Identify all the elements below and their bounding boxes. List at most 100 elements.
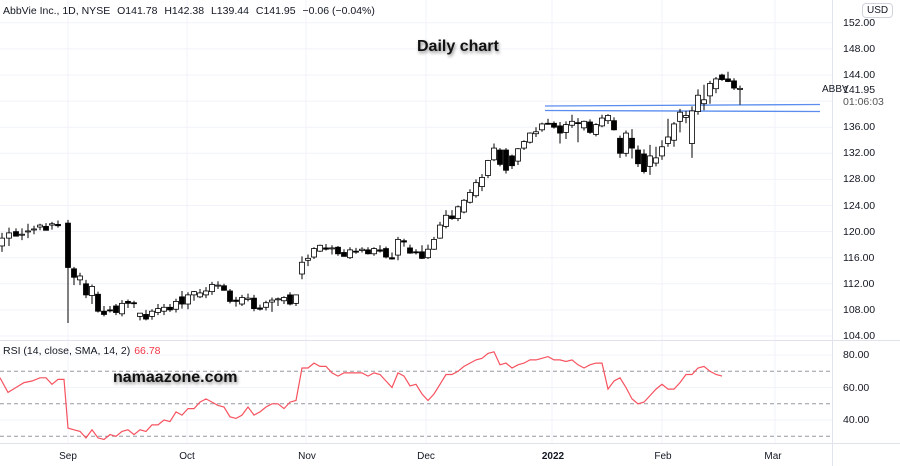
time-tick-label: Feb [654, 451, 672, 462]
candle [233, 296, 239, 307]
candle [341, 249, 347, 257]
rsi-value: 66.78 [134, 345, 161, 357]
price-tick-label: 124.00 [843, 199, 876, 212]
time-tick-label: Oct [179, 451, 195, 462]
low-value: L139.44 [210, 5, 249, 17]
candle [467, 189, 473, 204]
candle [569, 114, 575, 128]
candle [25, 223, 31, 239]
candle [473, 179, 479, 198]
candle [665, 118, 671, 147]
price-tick-label: 152.00 [843, 16, 876, 29]
candle [149, 309, 155, 320]
candlestick-series [0, 71, 743, 323]
candle [125, 299, 131, 308]
candle [647, 144, 653, 175]
rsi-line [0, 351, 723, 441]
support-resistance-lines[interactable] [544, 103, 821, 113]
candle [737, 85, 743, 105]
candle [37, 223, 43, 231]
candle [497, 148, 503, 167]
candle [31, 225, 37, 235]
price-tick-label: 128.00 [843, 173, 876, 186]
candle [725, 71, 731, 83]
candle [581, 120, 587, 131]
candle [167, 304, 173, 312]
candle [437, 221, 443, 239]
candle [671, 121, 677, 147]
candle [611, 117, 617, 131]
candle [173, 298, 179, 313]
candle [533, 127, 539, 137]
candle [635, 145, 641, 168]
candle [131, 300, 137, 308]
candle [707, 80, 713, 104]
candle [419, 245, 425, 260]
candle [599, 114, 605, 128]
last-price-label: 141.95 [843, 84, 876, 96]
candle [65, 219, 71, 323]
candle [311, 247, 317, 260]
candle [731, 78, 737, 91]
candle [365, 247, 371, 255]
candle [425, 244, 431, 260]
candle [299, 256, 305, 280]
candle [545, 118, 551, 125]
rsi-tick-label: 60.00 [843, 381, 870, 394]
price-tick-label: 112.00 [843, 277, 875, 290]
symbol-name: AbbVie Inc., 1D, NYSE [3, 5, 111, 17]
rsi-tick-label: 80.00 [843, 349, 870, 361]
candle [257, 304, 263, 311]
candle [71, 266, 77, 286]
currency-button[interactable]: USD [862, 3, 894, 18]
rsi-legend[interactable]: RSI (14, close, SMA, 14, 2) 66.78 [3, 345, 161, 357]
candle [317, 244, 323, 252]
candle [605, 114, 611, 124]
candle [653, 146, 659, 167]
rsi-label: RSI (14, close, SMA, 14, 2) [3, 345, 131, 357]
candle [101, 305, 107, 317]
candle [245, 293, 251, 302]
time-tick-label: 2022 [541, 451, 565, 462]
candle [527, 132, 533, 144]
candle [191, 290, 197, 301]
candle [19, 228, 25, 241]
candle [179, 290, 185, 309]
candle [215, 281, 221, 290]
candle [323, 243, 329, 251]
candle [143, 309, 149, 321]
time-tick-label: Sep [59, 451, 77, 462]
candle [209, 281, 215, 295]
candle [389, 252, 395, 260]
candle [269, 297, 275, 312]
candle [443, 210, 449, 229]
candle [719, 73, 725, 81]
candle [659, 140, 665, 160]
candle [521, 140, 527, 151]
chart-annotation-title: Daily chart [417, 38, 499, 55]
candle [13, 228, 19, 237]
price-tick-label: 104.00 [843, 330, 876, 342]
candle [713, 76, 719, 94]
time-tick-label: Dec [417, 451, 435, 462]
candle [479, 174, 485, 192]
candle [515, 148, 521, 166]
candle [641, 149, 647, 174]
candle [353, 247, 359, 254]
candle [161, 304, 167, 316]
candle [239, 294, 245, 306]
candle [629, 129, 635, 159]
symbol-legend[interactable]: AbbVie Inc., 1D, NYSE O141.78 H142.38 L1… [3, 5, 379, 17]
candle [329, 245, 335, 255]
candle [113, 304, 119, 316]
candle [335, 245, 341, 256]
candle [89, 284, 95, 305]
price-tick-label: 132.00 [843, 147, 876, 160]
candle [347, 247, 353, 260]
candle [305, 254, 311, 267]
candle [491, 143, 497, 162]
candle [287, 292, 293, 306]
candle [407, 244, 413, 254]
candle [49, 221, 55, 230]
